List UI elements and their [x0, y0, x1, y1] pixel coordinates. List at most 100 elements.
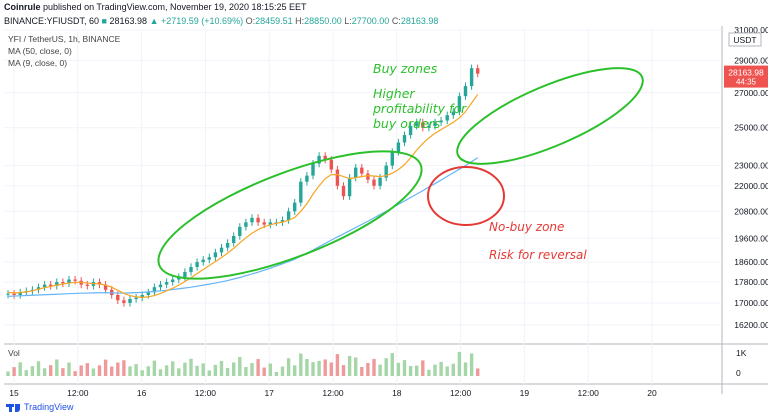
candle-body [128, 298, 132, 303]
candle-body [384, 165, 388, 178]
volume-bar [469, 353, 474, 376]
candle-body [280, 220, 285, 223]
volume-bar [36, 361, 41, 376]
candle-body [372, 179, 376, 186]
x-tick-label: 12:00 [195, 388, 217, 398]
candle-body [18, 292, 22, 296]
volume-bar [451, 363, 455, 376]
candle-body [469, 68, 474, 87]
x-tick-label: 15 [9, 388, 19, 398]
symbol-name: BINANCE:YFIUSDT, 60 [4, 16, 100, 26]
candle-body [445, 115, 449, 121]
volume-tick-label: 0 [736, 368, 741, 378]
volume-bar [268, 363, 272, 376]
candle-body [439, 120, 443, 123]
volume-bar [55, 359, 59, 376]
y-tick-label: 20800.00 [734, 206, 768, 216]
last-price-tag-countdown: 44:35 [736, 78, 757, 87]
volume-bar [232, 362, 236, 376]
last-price-marker: ■ [101, 16, 107, 26]
volume-tick-label: 1K [736, 348, 747, 358]
candle-body [329, 159, 333, 170]
volume-bar [183, 362, 187, 376]
candle-body [201, 259, 205, 263]
candle-body [36, 287, 41, 290]
candle-body [225, 242, 230, 248]
currency-label: USDT [733, 35, 756, 45]
candle-body [146, 292, 150, 296]
legend-ma50[interactable]: MA (50, close, 0) [8, 46, 72, 56]
candle-body [42, 284, 47, 288]
buy-zone-ellipse-1 [157, 150, 423, 280]
x-tick-label: 18 [392, 388, 402, 398]
volume-bar [244, 367, 248, 376]
candle-body [421, 122, 425, 128]
symbol-bar: BINANCE:YFIUSDT, 60 ■ 28163.98 ▲ +2719.5… [4, 16, 438, 26]
volume-bar [433, 364, 437, 376]
volume-bar [207, 370, 211, 376]
publish-header: Coinrule published on TradingView.com, N… [4, 2, 307, 12]
volume-bar [305, 359, 309, 376]
volume-bar [317, 360, 321, 376]
volume-bar [360, 367, 364, 376]
volume-bar [177, 368, 181, 376]
candle-body [341, 185, 346, 197]
x-tick-label: 12:00 [578, 388, 600, 398]
volume-bar [97, 365, 102, 376]
volume-bar [250, 363, 254, 376]
footer-brand-text: TradingView [24, 402, 74, 412]
open-label: O: [245, 16, 256, 26]
last-price: 28163.98 [109, 16, 148, 26]
candle-body [402, 135, 407, 143]
x-tick-label: 17 [264, 388, 274, 398]
candle-body [207, 257, 211, 260]
last-price-tag-value: 28163.98 [728, 68, 764, 78]
volume-bar [42, 368, 47, 376]
volume-bar [335, 354, 340, 376]
volume-bar [73, 371, 77, 376]
candle-body [244, 222, 248, 227]
candle-body [238, 226, 242, 236]
candle-body [311, 163, 315, 176]
candle-body [140, 295, 144, 298]
low-value: 27700.00 [351, 16, 390, 26]
candle-body [164, 282, 169, 285]
volume-bar [134, 364, 138, 376]
candle-body [463, 86, 468, 97]
candle-body [61, 282, 65, 284]
annotation-no-buy-zone: No-buy zone [489, 220, 565, 234]
volume-bar [6, 371, 10, 376]
candle-body [219, 247, 224, 253]
ma50-line [7, 157, 479, 297]
candle-body [262, 222, 266, 225]
volume-bar [12, 367, 16, 376]
published-info: published on TradingView.com, November 1… [43, 2, 307, 12]
volume-bar [378, 364, 382, 376]
candle-body [256, 217, 260, 223]
volume-bar [421, 360, 425, 376]
volume-bar [354, 357, 358, 376]
volume-bar [171, 361, 175, 376]
legend-ma9[interactable]: MA (9, close, 0) [8, 58, 68, 68]
candle-body [134, 297, 138, 299]
candle-body [335, 169, 340, 186]
volume-bar [329, 362, 333, 376]
legend-title[interactable]: YFI / TetherUS, 1h, BINANCE [8, 34, 121, 44]
footer-brand[interactable]: TradingView [6, 402, 74, 412]
volume-bar [445, 366, 449, 376]
candle-body [317, 155, 321, 164]
candle-body [347, 177, 352, 197]
candle-body [189, 266, 193, 272]
high-value: 28850.00 [304, 16, 342, 26]
candle-body [152, 287, 157, 293]
volume-bar [103, 359, 108, 376]
candle-body [427, 125, 431, 128]
candle-body [103, 284, 108, 290]
volume-bar [140, 370, 144, 376]
candle-body [177, 276, 181, 280]
candle-body [293, 202, 297, 212]
volume-bar [415, 365, 419, 376]
candle-body [158, 284, 163, 288]
volume-bar [219, 360, 224, 376]
